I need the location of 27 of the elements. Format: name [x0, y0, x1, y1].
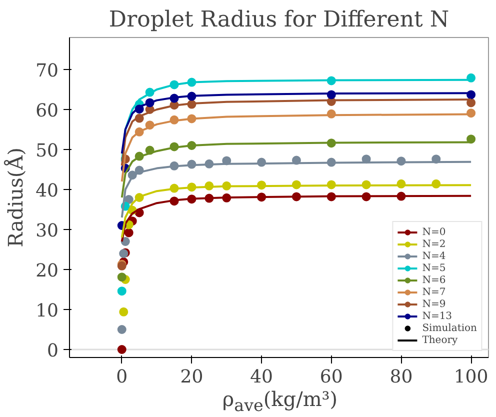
legend-label: Theory	[422, 334, 458, 346]
chart-title: Droplet Radius for Different N	[108, 8, 450, 32]
x-tick-label: 100	[454, 366, 488, 388]
x-axis-title: ρ$_{ave}$(kg/m³)	[222, 386, 338, 417]
y-tick-label: 70	[36, 60, 58, 82]
x-tick-label: 20	[180, 366, 204, 388]
y-tick-label: 30	[36, 220, 58, 242]
legend-label: N=7	[422, 286, 446, 298]
legend-label: N=5	[422, 262, 446, 274]
legend-label: Simulation	[422, 322, 477, 334]
y-tick-label: 50	[36, 140, 58, 162]
y-axis-title: Radius(Å)	[4, 148, 28, 248]
legend-label: N=0	[422, 226, 446, 238]
legend-label: N=2	[422, 238, 446, 250]
y-tick-label: 60	[36, 100, 58, 122]
legend-label: N=6	[422, 274, 446, 286]
x-tick-label: 80	[390, 366, 413, 388]
y-tick-label: 20	[36, 260, 58, 282]
x-tick-label: 0	[116, 366, 128, 388]
y-tick-label: 40	[36, 180, 58, 202]
y-tick-label: 0	[47, 340, 58, 362]
legend-label: N=4	[422, 250, 446, 262]
legend-label: N=13	[422, 310, 452, 322]
legend-label: N=9	[422, 298, 446, 310]
y-tick-label: 10	[36, 300, 58, 322]
x-tick-label: 60	[320, 366, 343, 388]
x-tick-label: 40	[250, 366, 273, 388]
